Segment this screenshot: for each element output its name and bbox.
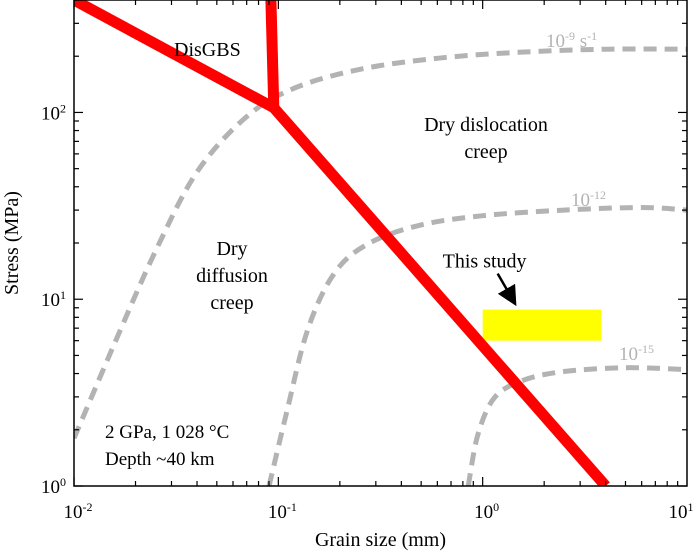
strain-rate-contour-2 (266, 204, 687, 486)
strain-rate-contours (74, 46, 687, 486)
y-axis-title: Stress (MPa) (1, 191, 23, 295)
region-label-3-line-3: creep (210, 292, 253, 314)
this-study-group: This study (443, 251, 602, 341)
region-label-1-line-1: DisGBS (174, 39, 241, 61)
chart-labels: DisGBS Dry dislocation creep Dry diffusion cr… (105, 29, 654, 470)
region-label-3-line-2: diffusion (196, 265, 268, 287)
x-axis-title: Grain size (mm) (315, 529, 446, 551)
region-label-2-line-1: Dry dislocation (424, 114, 548, 136)
condition-line-1: 2 GPa, 1 028 °C (105, 422, 229, 443)
plot-frame (73, 0, 688, 487)
strain-rate-contour-1 (74, 46, 687, 440)
mechanism-boundaries (74, 0, 610, 486)
mechanism-boundary-3 (269, 104, 610, 486)
strain-rate-contour-3 (465, 365, 687, 486)
x-tick-label: 10-1 (268, 500, 297, 523)
x-tick-label: 101 (669, 500, 694, 523)
condition-line-2: Depth ~40 km (105, 449, 215, 470)
this-study-label: This study (443, 251, 527, 273)
y-tick-label: 101 (41, 288, 66, 311)
x-tick-label: 100 (474, 500, 499, 523)
region-label-2-line-2: creep (464, 141, 507, 163)
this-study-box (482, 309, 602, 341)
y-tick-label: 100 (41, 475, 66, 498)
region-label-3-line-1: Dry (216, 238, 247, 260)
strain-rate-label-1: 10-9 s-1 (546, 29, 597, 52)
this-study-arrow (496, 272, 517, 307)
y-tick-label: 102 (41, 101, 66, 124)
mechanism-boundary-1 (74, 0, 277, 113)
strain-rate-label-2: 10-12 (571, 188, 606, 211)
strain-rate-label-3: 10-15 (619, 342, 654, 365)
x-tick-label: 10-2 (64, 500, 93, 523)
mechanism-boundary-2 (265, 0, 280, 108)
